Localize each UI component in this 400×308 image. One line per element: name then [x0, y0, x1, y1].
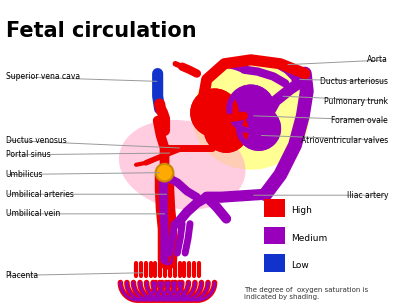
Circle shape [156, 164, 173, 181]
Text: Aorta: Aorta [367, 55, 388, 64]
Text: Umbilical arteries: Umbilical arteries [6, 190, 74, 199]
Text: Placenta: Placenta [6, 271, 39, 280]
Text: Superior vena cava: Superior vena cava [6, 72, 80, 81]
Circle shape [239, 109, 278, 148]
Text: Portal sinus: Portal sinus [6, 151, 50, 160]
Circle shape [229, 87, 272, 131]
Text: Fetal circulation: Fetal circulation [6, 21, 196, 41]
FancyBboxPatch shape [264, 199, 285, 217]
Text: Ductus arteriosus: Ductus arteriosus [320, 77, 388, 86]
Text: Medium: Medium [291, 234, 327, 243]
Text: High: High [291, 206, 312, 215]
Circle shape [193, 91, 236, 134]
Text: The degree of  oxygen saturation is
indicated by shading.: The degree of oxygen saturation is indic… [244, 287, 368, 300]
Ellipse shape [192, 62, 310, 170]
Text: Umbilicus: Umbilicus [6, 170, 43, 179]
Circle shape [207, 111, 246, 150]
Text: Atrioventricular valves: Atrioventricular valves [301, 136, 388, 145]
Text: Low: Low [291, 261, 309, 270]
Text: Umbilical vein: Umbilical vein [6, 209, 60, 218]
FancyBboxPatch shape [264, 227, 285, 244]
Ellipse shape [119, 120, 246, 210]
Text: Iliac artery: Iliac artery [347, 191, 388, 200]
FancyBboxPatch shape [264, 254, 285, 272]
Text: Pulmonary trunk: Pulmonary trunk [324, 96, 388, 106]
Text: Ductus venosus: Ductus venosus [6, 136, 66, 145]
Text: Foramen ovale: Foramen ovale [332, 116, 388, 125]
